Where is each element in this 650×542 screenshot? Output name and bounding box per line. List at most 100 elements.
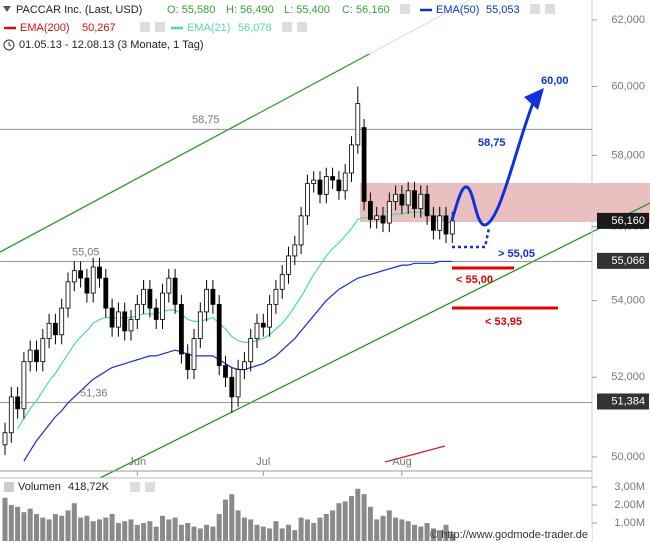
volume-bar	[166, 519, 172, 541]
legend-value: 56,078	[238, 22, 272, 34]
source-bg	[462, 527, 592, 541]
candle-body	[191, 338, 197, 370]
period: 01.05.13 - 12.08.13 (3 Monate, 1 Tag)	[19, 39, 203, 51]
candle-body	[317, 179, 323, 195]
volume-label: Volumen	[18, 481, 61, 493]
candle-body	[424, 193, 430, 217]
volume-bar	[197, 528, 203, 541]
candle-body	[8, 396, 14, 434]
volume-icon	[4, 482, 14, 492]
volume-bar	[103, 517, 109, 541]
dropdown-icon[interactable]	[3, 6, 11, 12]
candle-body	[97, 266, 102, 279]
volume-bar	[46, 519, 52, 541]
candle-body	[21, 361, 27, 410]
settings-icon[interactable]	[282, 22, 292, 32]
candle-body	[84, 277, 90, 294]
candle-body	[160, 292, 165, 320]
volume-bar	[40, 517, 46, 541]
volume-bar	[141, 523, 147, 541]
close-icon[interactable]	[155, 22, 165, 32]
close-icon[interactable]	[145, 482, 155, 492]
candle-body	[59, 307, 65, 336]
legend-name: EMA(21)	[187, 22, 230, 34]
candle-body	[279, 274, 285, 290]
volume-bar	[336, 503, 342, 541]
candle-body	[399, 193, 405, 206]
candle-body	[367, 201, 373, 220]
volume-bar	[412, 524, 417, 541]
volume-bar	[292, 530, 298, 541]
candle-body	[65, 281, 71, 309]
volume-bar	[330, 510, 336, 541]
annotation: > 55,05	[498, 248, 535, 260]
candle-body	[273, 288, 279, 305]
volume-bar	[191, 526, 197, 541]
volume-bar	[449, 533, 455, 541]
volume-bar	[59, 515, 65, 541]
volume-bar	[393, 517, 399, 541]
candle-body	[443, 215, 449, 235]
settings-icon[interactable]	[130, 482, 140, 492]
settings-icon[interactable]	[140, 22, 150, 32]
candle-body	[34, 349, 39, 363]
candle-body	[134, 303, 140, 320]
close-icon[interactable]	[297, 22, 307, 32]
volume-bar	[178, 524, 184, 541]
ohlc: H: 56,490	[226, 4, 274, 16]
volume-bar	[248, 519, 254, 541]
marks	[0, 86, 592, 541]
y-tick-label: 52,000	[611, 371, 645, 383]
volume-bar	[298, 517, 304, 541]
volume-bar	[97, 519, 102, 541]
volume-bar	[443, 524, 449, 541]
clock-hand	[8, 42, 12, 47]
candle-body	[380, 215, 386, 224]
candle-body	[374, 215, 380, 220]
title: PACCAR Inc. (Last, USD)	[16, 4, 142, 16]
candle-body	[330, 176, 336, 181]
volume-bar	[84, 515, 90, 541]
ema-line	[17, 211, 453, 430]
candle-body	[15, 396, 21, 410]
candle-body	[355, 103, 361, 146]
volume-bar	[223, 499, 228, 541]
candle-body	[323, 176, 329, 195]
candle-body	[361, 127, 367, 202]
candle-body	[235, 369, 241, 398]
candle-body	[53, 322, 58, 336]
volume-bar	[21, 512, 27, 541]
candle-body	[2, 432, 8, 446]
y-tick-label: 62,000	[611, 14, 645, 26]
legend-name: EMA(200)	[20, 22, 70, 34]
ohlc: O: 55,580	[167, 4, 215, 16]
candle-body	[185, 353, 191, 370]
candle-body	[393, 193, 399, 202]
candle-body	[241, 361, 247, 370]
annotation: 60,00	[541, 75, 569, 87]
annotation: < 55,00	[456, 274, 493, 286]
volume-bar	[399, 519, 405, 541]
candle-body	[210, 288, 216, 305]
volume-bar	[279, 528, 285, 541]
annotation: < 53,95	[485, 316, 522, 328]
close-icon[interactable]	[545, 4, 555, 14]
price-tag-label: 51,384	[611, 395, 645, 407]
volume-bar	[90, 521, 96, 541]
volume-bar	[128, 519, 134, 541]
volume-bar	[78, 517, 84, 541]
candle-body	[267, 303, 273, 328]
volume-bar	[380, 515, 386, 541]
price-tag-label: 55,066	[611, 255, 645, 267]
volume-bar	[367, 506, 373, 541]
forecast-arrow	[524, 88, 544, 110]
settings-icon[interactable]	[400, 4, 410, 14]
volume-bar	[260, 526, 266, 541]
candle-body	[311, 179, 317, 185]
settings-icon[interactable]	[530, 4, 540, 14]
candle-body	[128, 319, 134, 332]
volume-bar	[241, 517, 247, 541]
annotation: 58,75	[478, 137, 506, 149]
y-tick-label: 60,000	[611, 80, 645, 92]
volume-bar	[430, 528, 436, 541]
